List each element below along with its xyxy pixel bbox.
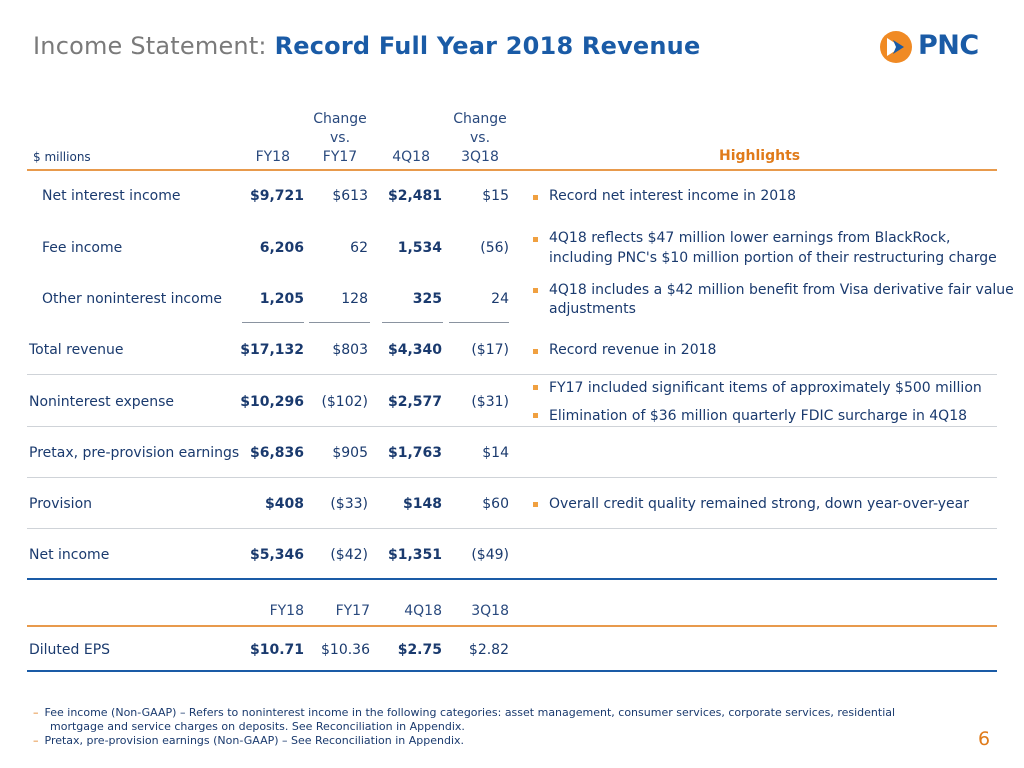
row-divider (27, 374, 997, 375)
table-cell: 62 (350, 240, 368, 256)
highlight-item: including PNC's $10 million portion of t… (549, 250, 997, 266)
table-cell: $2,481 (387, 188, 442, 204)
eps-col-header: FY18 (269, 603, 304, 619)
eps-bottom-rule (27, 670, 997, 672)
table-cell: $2.75 (397, 642, 442, 658)
title-bold: Record Full Year 2018 Revenue (274, 32, 701, 60)
table-cell: 325 (412, 291, 442, 307)
row-divider (27, 477, 997, 478)
highlight-item: FY17 included significant items of appro… (549, 380, 982, 396)
eps-col-header: FY17 (335, 603, 370, 619)
row-label-net-interest-income: Net interest income (42, 188, 181, 204)
table-cell: $10.36 (321, 642, 370, 658)
units-label: $ millions (33, 150, 91, 164)
highlight-item: 4Q18 reflects $47 million lower earnings… (549, 230, 951, 246)
table-cell: ($42) (330, 547, 368, 563)
pnc-logo: PNC (878, 29, 990, 67)
table-cell: $17,132 (240, 342, 304, 358)
table-cell: $2.82 (468, 642, 509, 658)
table-cell: $408 (265, 496, 304, 512)
highlight-item: Elimination of $36 million quarterly FDI… (549, 408, 968, 424)
bullet-icon (533, 195, 538, 200)
table-cell: $10.71 (249, 642, 304, 658)
table-cell: $1,351 (387, 547, 442, 563)
footnote-fee-income-cont: mortgage and service charges on deposits… (50, 720, 465, 733)
footnote-fee-income: – Fee income (Non-GAAP) – Refers to nonin… (33, 706, 896, 719)
bullet-icon (533, 413, 538, 418)
logo-text: PNC (918, 30, 979, 61)
subtotal-rule (309, 322, 370, 323)
table-cell: $60 (482, 496, 509, 512)
bullet-icon (533, 237, 538, 242)
table-cell: $905 (332, 445, 368, 461)
table-cell: $613 (332, 188, 368, 204)
table-cell: $6,836 (249, 445, 304, 461)
col-header-change-fy17: Change vs. FY17 (313, 111, 367, 165)
bullet-icon (533, 288, 538, 293)
table-cell: $15 (482, 188, 509, 204)
row-label-noninterest-expense: Noninterest expense (29, 394, 175, 410)
bullet-icon (533, 349, 538, 354)
header-rule (27, 169, 997, 171)
table-cell: $1,763 (387, 445, 442, 461)
table-cell: $2,577 (387, 394, 442, 410)
pnc-mark-icon (880, 31, 912, 63)
table-cell: $4,340 (387, 342, 442, 358)
highlight-item: adjustments (549, 301, 636, 317)
table-cell: 6,206 (259, 240, 304, 256)
table-bottom-rule (27, 578, 997, 580)
page-title: Income Statement: Record Full Year 2018 … (33, 32, 700, 60)
footnote-pretax: – Pretax, pre-provision earnings (Non-GAA… (33, 734, 465, 747)
row-label-net-income: Net income (29, 547, 110, 563)
col-header-change-3q18: Change vs. 3Q18 (453, 111, 507, 165)
table-cell: $14 (482, 445, 509, 461)
table-cell: 24 (491, 291, 509, 307)
page-number: 6 (978, 728, 991, 750)
table-cell: ($49) (471, 547, 509, 563)
eps-col-header: 3Q18 (471, 603, 509, 619)
table-cell: ($33) (330, 496, 368, 512)
subtotal-rule (382, 322, 443, 323)
table-cell: ($102) (321, 394, 368, 410)
bullet-icon (533, 385, 538, 390)
col-header-4q18: 4Q18 (392, 149, 430, 165)
title-lead: Income Statement: (33, 32, 267, 60)
table-cell: $148 (403, 496, 442, 512)
row-label-pretax-pre-provision-earnings: Pretax, pre-provision earnings (29, 445, 240, 461)
row-label-fee-income: Fee income (42, 240, 123, 256)
table-cell: ($31) (471, 394, 509, 410)
table-cell: ($17) (471, 342, 509, 358)
highlight-item: Record revenue in 2018 (549, 342, 717, 358)
row-label-other-noninterest-income: Other noninterest income (42, 291, 222, 307)
table-cell: $5,346 (249, 547, 304, 563)
table-cell: $9,721 (249, 188, 304, 204)
table-cell: 1,534 (397, 240, 442, 256)
highlight-item: 4Q18 includes a $42 million benefit from… (549, 282, 1014, 298)
table-cell: $803 (332, 342, 368, 358)
subtotal-rule (449, 322, 509, 323)
highlights-header: Highlights (719, 148, 801, 164)
bullet-icon (533, 502, 538, 507)
highlight-item: Overall credit quality remained strong, … (549, 496, 969, 512)
highlight-item: Record net interest income in 2018 (549, 188, 796, 204)
row-divider (27, 528, 997, 529)
eps-col-header: 4Q18 (404, 603, 442, 619)
table-cell: 1,205 (259, 291, 304, 307)
table-cell: (56) (480, 240, 509, 256)
table-cell: 128 (341, 291, 368, 307)
subtotal-rule (242, 322, 304, 323)
row-label-diluted-eps: Diluted EPS (29, 642, 111, 658)
row-divider (27, 426, 997, 427)
table-cell: $10,296 (240, 394, 304, 410)
col-header-fy18: FY18 (255, 149, 290, 165)
eps-header-rule (27, 625, 997, 627)
row-label-total-revenue: Total revenue (29, 342, 124, 358)
row-label-provision: Provision (29, 496, 93, 512)
